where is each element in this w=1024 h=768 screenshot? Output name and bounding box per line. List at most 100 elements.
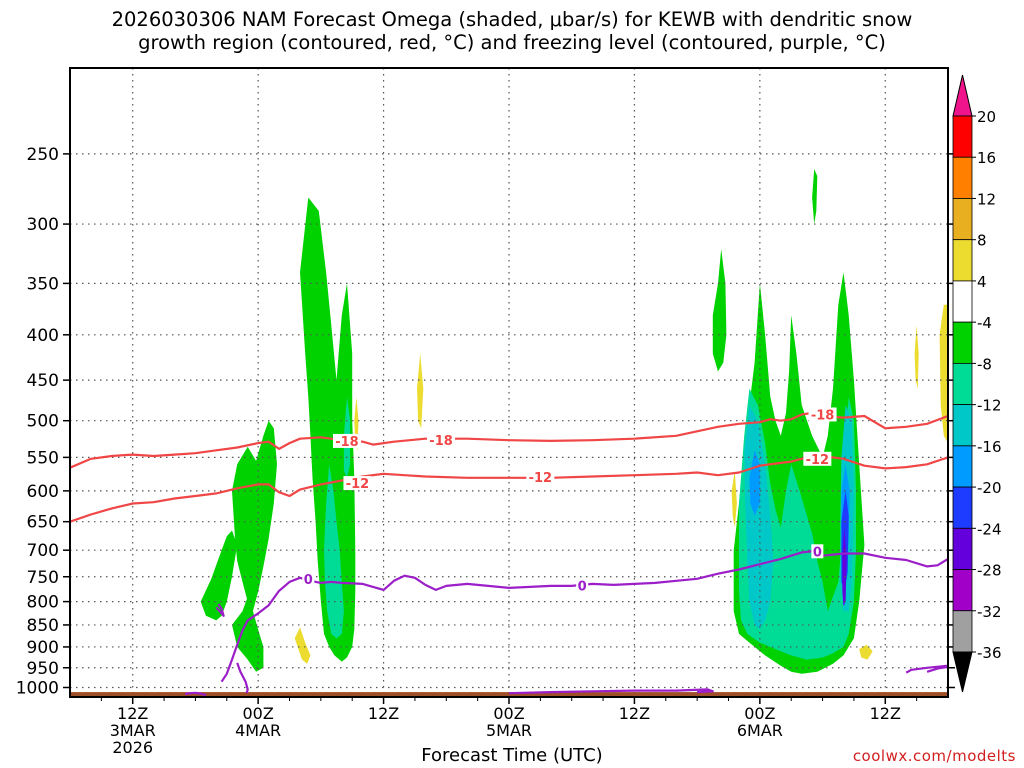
colorbar-label-12: -32 <box>977 603 1002 621</box>
contour-freezing-label-0: 0 <box>304 573 313 588</box>
y-tick-label-600: 600 <box>27 482 59 502</box>
omega-area-2 <box>232 420 277 612</box>
colorbar-label-5: -4 <box>977 314 992 332</box>
x-tick-label-48-0: 00Z <box>493 704 524 723</box>
omega-area-18 <box>294 627 311 664</box>
omega-area-20 <box>859 644 873 660</box>
omega-area-21 <box>914 325 919 389</box>
chart-title-line-2: growth region (contoured, red, °C) and f… <box>138 31 886 54</box>
y-tick-label-700: 700 <box>27 541 59 561</box>
colorbar-swatch-7 <box>952 404 973 447</box>
colorbar-swatch-8 <box>952 445 973 488</box>
contour-freezing-5 <box>926 665 948 673</box>
x-tick-label-48-1: 5MAR <box>486 721 532 740</box>
contour-freezing-label-bg-0 <box>302 571 315 586</box>
colorbar-label-3: 8 <box>977 232 987 250</box>
contour-minus18-label-bg-2 <box>808 407 837 422</box>
x-tick-label-84-0: 12Z <box>870 704 901 723</box>
ground-terrain <box>70 692 948 697</box>
colorbar-swatch-4 <box>952 280 973 323</box>
contour-freezing-2 <box>220 550 948 683</box>
colorbar-label-4: 4 <box>977 273 987 291</box>
contour-minus12-label-2: -12 <box>806 453 830 468</box>
colorbar-swatch-3 <box>952 239 973 282</box>
colorbar-swatch-6 <box>952 362 973 406</box>
plot-area-group: -18 -18 -18 -12 -12 -12 0 0 0 <box>70 68 948 697</box>
colorbar-label-1: 16 <box>977 149 996 167</box>
colorbar-swatch-1 <box>952 156 973 199</box>
colorbar-label-2: 12 <box>977 190 996 208</box>
x-tick-label-24-0: 00Z <box>242 704 273 723</box>
omega-area-10 <box>744 405 774 630</box>
colorbar-top-arrow <box>952 74 973 117</box>
y-tick-label-300: 300 <box>27 215 59 235</box>
contour-minus12-label-bg-0 <box>343 476 372 491</box>
contour-minus18-label-0: -18 <box>335 435 359 450</box>
colorbar-swatch-12 <box>952 610 973 653</box>
omega-area-1 <box>232 596 264 672</box>
omega-area-0 <box>200 530 238 621</box>
y-tick-label-350: 350 <box>27 274 59 294</box>
colorbar-label-0: 20 <box>977 108 996 126</box>
contour-freezing-label-bg-1 <box>576 578 589 593</box>
chart-title-line-1: 2026030306 NAM Forecast Omega (shaded, μ… <box>111 8 913 31</box>
x-tick-label-36-0: 12Z <box>368 704 399 723</box>
colorbar-swatch-11 <box>952 569 973 612</box>
y-tick-label-550: 550 <box>27 448 59 468</box>
x-axis-label: Forecast Time (UTC) <box>421 745 603 766</box>
contour-minus18-label-bg-0 <box>332 433 361 448</box>
omega-area-22 <box>939 304 948 444</box>
x-tick-label-12-0: 12Z <box>117 704 148 723</box>
contour-minus12-label-0: -12 <box>346 477 370 492</box>
y-tick-label-950: 950 <box>27 659 59 679</box>
omega-area-4 <box>712 248 727 372</box>
contour-freezing-label-bg-2 <box>811 544 824 559</box>
contour-minus18-label-1: -18 <box>429 434 453 449</box>
colorbar-swatch-0 <box>952 115 973 158</box>
source-credit: coolwx.com/modelts <box>852 747 1016 765</box>
x-tick-label-72-0: 00Z <box>744 704 775 723</box>
colorbar-label-8: -16 <box>977 438 1002 456</box>
y-tick-label-850: 850 <box>27 616 59 636</box>
omega-area-19 <box>731 471 737 528</box>
contour-minus12-label-1: -12 <box>529 471 553 486</box>
y-tick-label-400: 400 <box>27 326 59 346</box>
colorbar-swatch-9 <box>952 486 973 529</box>
x-tick-label-60-0: 12Z <box>619 704 650 723</box>
contour-minus12-label-bg-1 <box>526 470 555 485</box>
contour-freezing-label-2: 0 <box>813 545 822 560</box>
y-tick-label-250: 250 <box>27 145 59 165</box>
contour-freezing-4 <box>508 688 714 695</box>
contour-freezing-3 <box>236 662 249 694</box>
omega-area-16 <box>417 353 424 429</box>
y-tick-label-1000: 1000 <box>16 678 59 698</box>
contour-freezing-1 <box>215 603 225 617</box>
y-tick-label-800: 800 <box>27 593 59 613</box>
y-tick-label-900: 900 <box>27 638 59 658</box>
colorbar-label-6: -8 <box>977 355 992 373</box>
colorbar-label-10: -24 <box>977 520 1002 538</box>
omega-area-15 <box>842 527 847 607</box>
colorbar-swatch-2 <box>952 198 973 241</box>
colorbar-label-11: -28 <box>977 562 1002 580</box>
colorbar-label-13: -36 <box>977 644 1002 662</box>
y-tick-label-500: 500 <box>27 412 59 432</box>
x-tick-label-24-1: 4MAR <box>235 721 281 740</box>
colorbar-label-7: -12 <box>977 397 1002 415</box>
colorbar-swatch-10 <box>952 527 973 570</box>
omega-area-5 <box>812 169 818 225</box>
omega-area-3 <box>300 197 356 662</box>
contour-minus18-label-2: -18 <box>811 408 835 423</box>
omega-area-7 <box>324 464 344 639</box>
x-tick-label-12-2: 2026 <box>112 738 153 757</box>
contour-minus18-label-bg-1 <box>427 433 456 448</box>
contour-minus12-label-bg-2 <box>803 451 832 466</box>
x-tick-label-72-1: 6MAR <box>737 721 783 740</box>
contour-freezing-0 <box>184 691 207 697</box>
colorbar-label-9: -20 <box>977 479 1002 497</box>
y-tick-label-450: 450 <box>27 371 59 391</box>
contour-freezing-label-1: 0 <box>578 579 587 594</box>
x-tick-label-12-1: 3MAR <box>110 721 156 740</box>
colorbar-swatch-5 <box>952 321 973 364</box>
